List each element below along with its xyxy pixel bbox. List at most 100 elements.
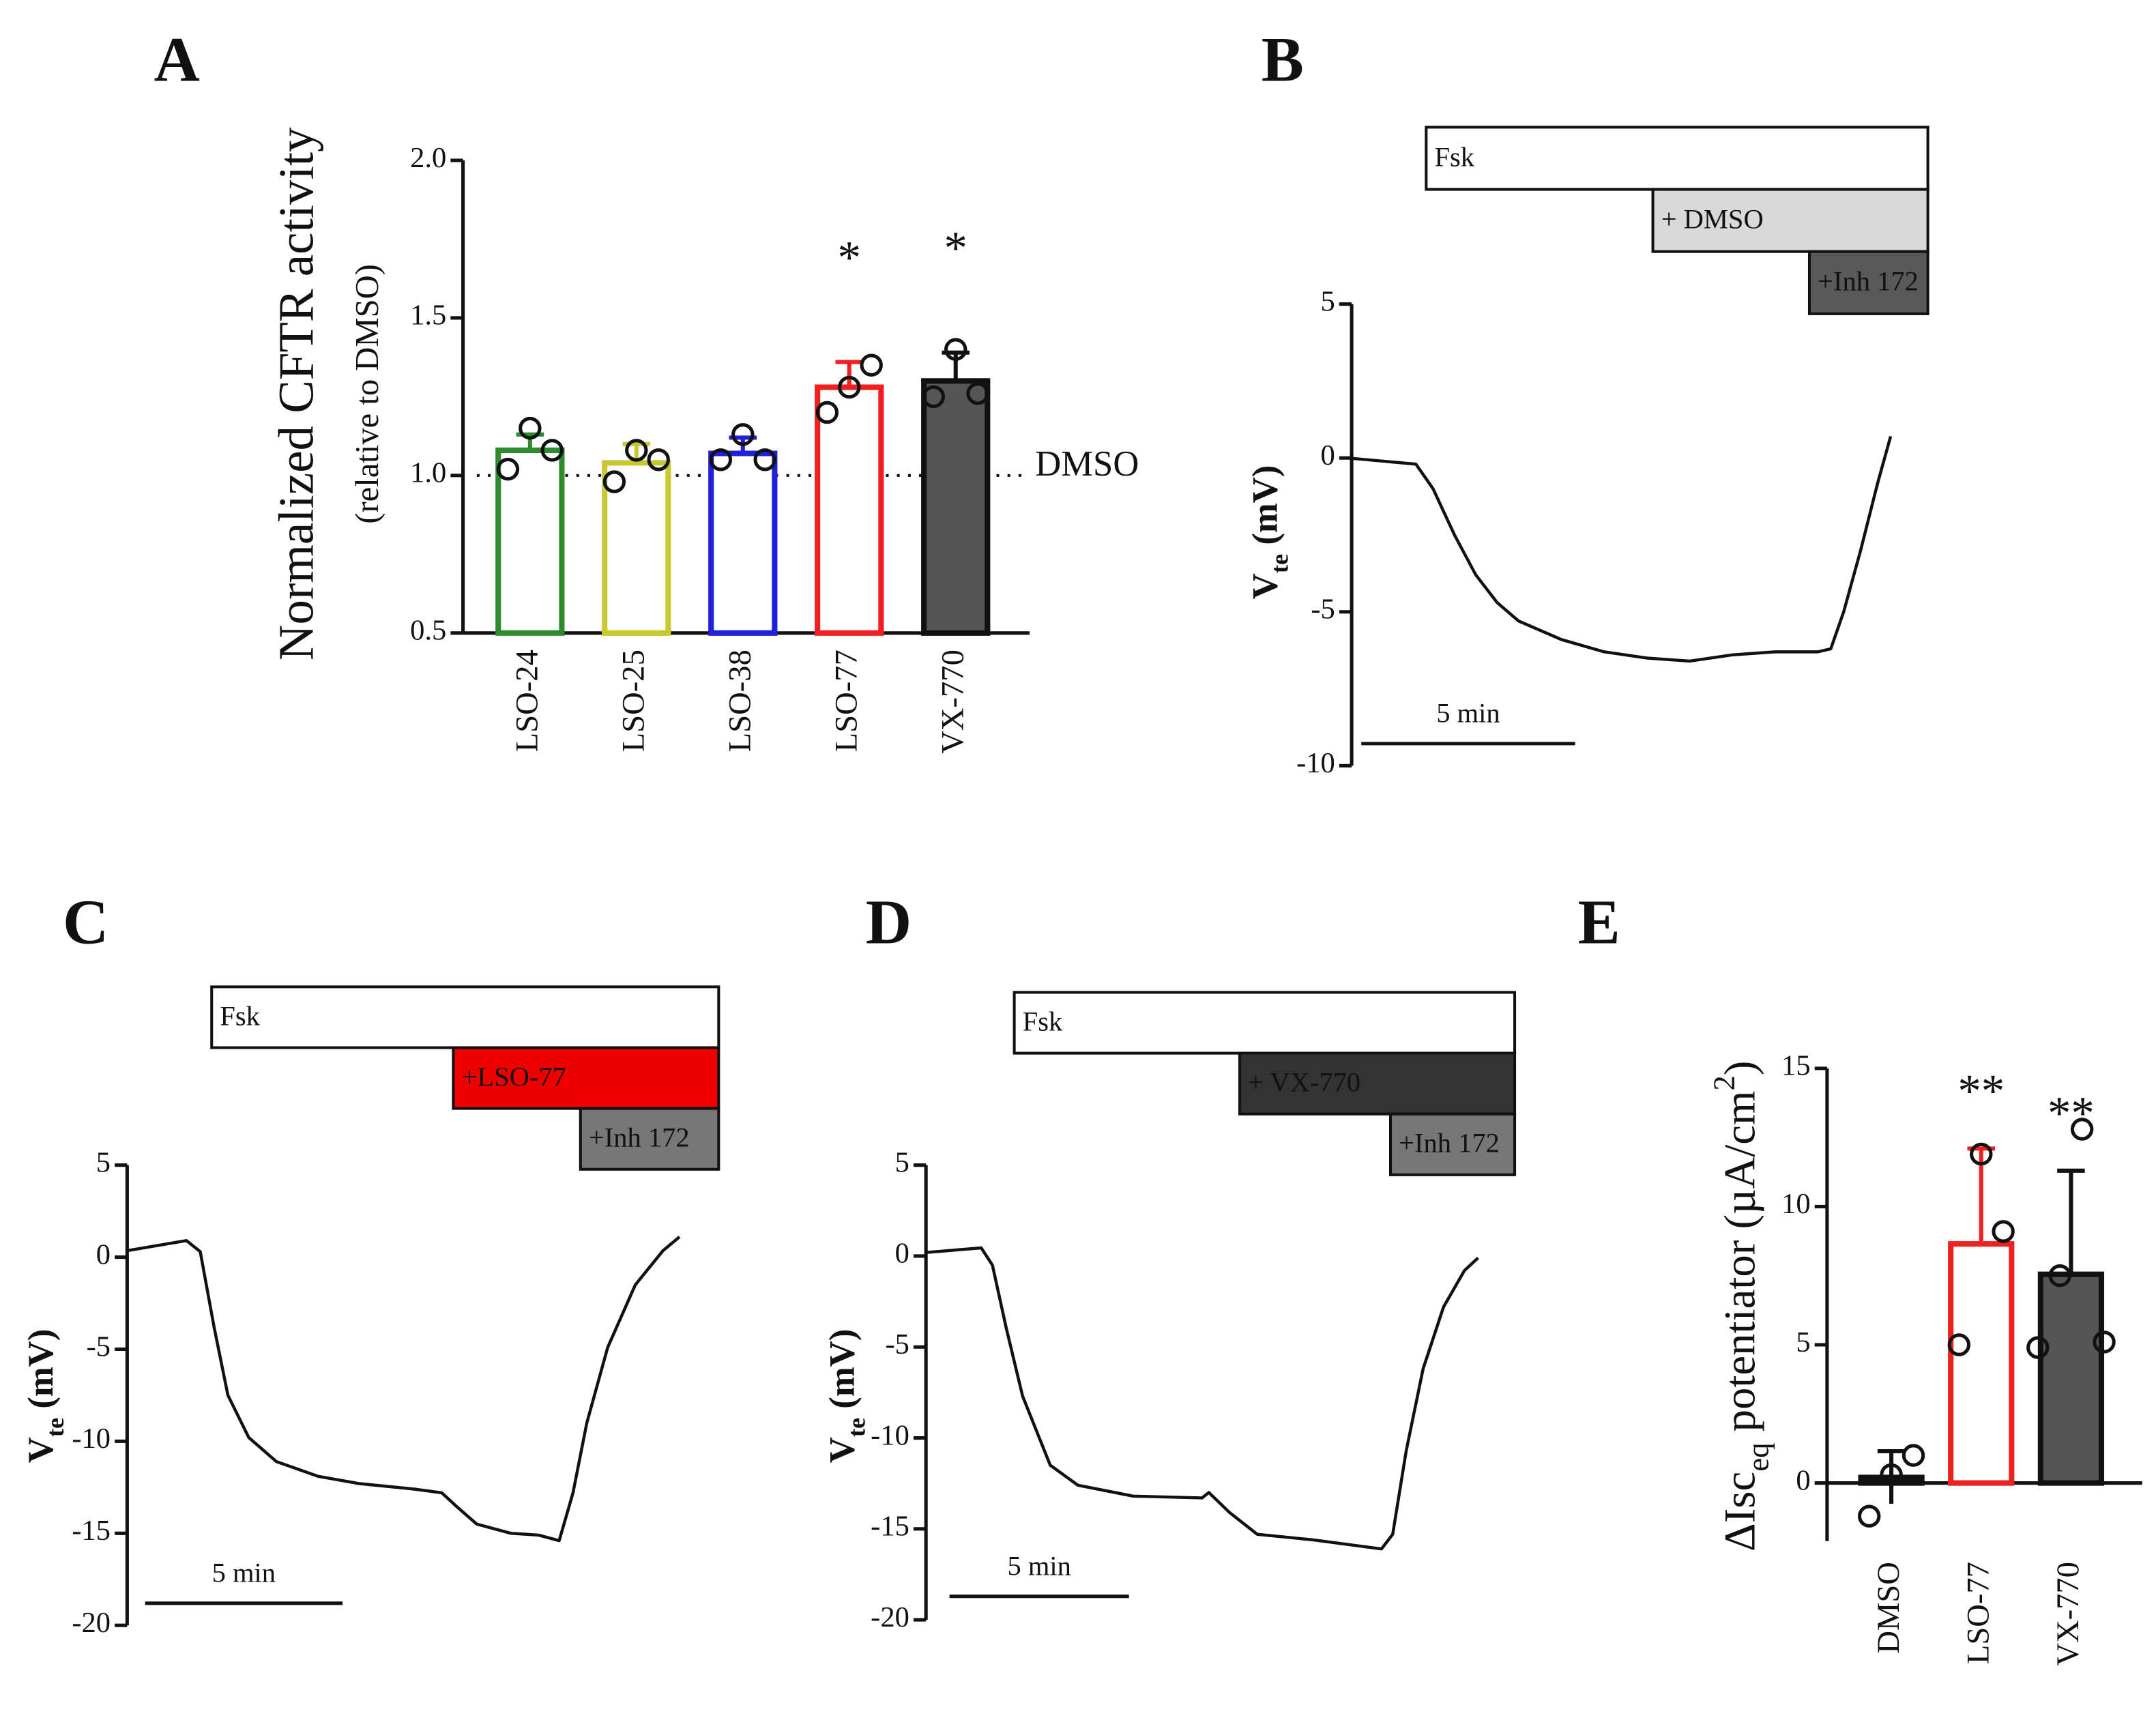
y-tick-label: 5 [895, 1146, 909, 1178]
y-tick-label: 0.5 [410, 615, 446, 647]
x-tick-label: DMSO [1871, 1562, 1906, 1654]
y-tick-label: -5 [885, 1328, 909, 1360]
y-axis-label: Vte (mV) [21, 1329, 69, 1463]
y-axis-label-part: (mV) [823, 1329, 862, 1418]
trace [1347, 435, 1893, 663]
y-axis-label-part: eq [1741, 1443, 1775, 1472]
data-point [1992, 1220, 2015, 1243]
bar [708, 450, 778, 636]
y-tick-label: -20 [72, 1607, 111, 1639]
y-tick-label: 0 [895, 1238, 909, 1270]
y-tick-label: -20 [871, 1601, 909, 1633]
treatment-bar [1425, 126, 1929, 191]
treatment-bar [210, 985, 720, 1049]
y-tick-label: 1.5 [410, 300, 446, 332]
data-point [753, 448, 776, 471]
y-axis-label: Vte (mV) [1246, 465, 1294, 599]
treatment-label: + DMSO [1661, 203, 1764, 234]
y-axis-label-part: te [1266, 554, 1294, 573]
y-axis-label-part: V [21, 1437, 61, 1463]
treatment-label: Fsk [1434, 141, 1474, 172]
data-point [731, 423, 755, 446]
x-tick-label: VX-770 [2050, 1562, 2086, 1666]
data-point [966, 382, 989, 405]
significance-mark: ** [2048, 1088, 2095, 1139]
y-tick-label: -15 [871, 1511, 909, 1543]
treatment-bar [579, 1107, 720, 1171]
data-point [1880, 1463, 1903, 1487]
data-point [602, 470, 626, 493]
data-point [1970, 1142, 1993, 1166]
bar [921, 378, 991, 636]
bar [495, 447, 565, 636]
bar [1948, 1241, 2015, 1486]
y-axis-label-part: V [1246, 573, 1285, 599]
y-tick-label: -10 [72, 1423, 111, 1455]
panel-letter: A [154, 25, 200, 96]
y-axis-label-part: (mV) [21, 1329, 61, 1418]
treatment-bar [452, 1046, 720, 1110]
y-tick-label: 5 [1796, 1326, 1810, 1358]
scale-bar-label: 5 min [1007, 1550, 1070, 1581]
data-point [1902, 1444, 1925, 1467]
treatment-label: +Inh 172 [1399, 1128, 1500, 1159]
data-point [860, 353, 883, 377]
y-tick-label: -10 [1296, 747, 1335, 779]
y-tick-label: 5 [1321, 285, 1335, 317]
data-point [1857, 1504, 1881, 1528]
treatment-label: +Inh 172 [589, 1122, 690, 1153]
data-point [2048, 1264, 2071, 1287]
y-tick-label: -5 [87, 1330, 111, 1363]
trace [925, 1246, 1479, 1551]
y-tick-label: -5 [1311, 594, 1335, 626]
data-point [1947, 1333, 1971, 1356]
data-point [496, 457, 520, 481]
y-tick-label: 10 [1781, 1188, 1811, 1220]
treatment-label: +Inh 172 [1818, 266, 1919, 297]
x-tick-label: VX-770 [935, 650, 970, 754]
data-point [815, 401, 839, 424]
x-tick-label: LSO-25 [615, 650, 651, 752]
treatment-bar [1651, 188, 1929, 253]
bar [1858, 1474, 1925, 1486]
scale-bar-label: 5 min [212, 1558, 276, 1588]
y-axis-label-part: te [843, 1418, 871, 1437]
y-axis-label: Normalized CFTR activity [268, 127, 323, 660]
y-axis-label-part: te [42, 1418, 69, 1437]
treatment-label: Fsk [1023, 1006, 1063, 1036]
x-tick-label: LSO-77 [828, 650, 864, 752]
panel-letter: B [1262, 25, 1304, 96]
significance-mark: * [838, 232, 861, 284]
y-tick-label: 15 [1781, 1050, 1811, 1082]
data-point [2070, 1118, 2094, 1141]
bar [602, 460, 671, 636]
treatment-bar [1238, 1051, 1517, 1116]
treatment-bar [1807, 250, 1929, 315]
data-point [944, 338, 967, 361]
treatment-label: + VX-770 [1248, 1066, 1360, 1097]
panel-letter: C [63, 888, 108, 958]
reference-label: DMSO [1035, 444, 1139, 484]
data-point [922, 385, 946, 409]
significance-mark: * [944, 222, 967, 274]
y-tick-label: -10 [871, 1419, 909, 1451]
bar [2037, 1271, 2105, 1486]
y-tick-label: -15 [72, 1515, 111, 1547]
y-tick-label: 0 [1796, 1464, 1810, 1496]
y-axis-label: Vte (mV) [823, 1329, 871, 1463]
panel-letter: D [866, 888, 912, 958]
y-axis-label-part: ΔIsc [1715, 1472, 1764, 1552]
y-tick-label: 5 [96, 1146, 111, 1178]
treatment-label: Fsk [220, 1000, 260, 1031]
treatment-label: +LSO-77 [462, 1061, 566, 1092]
data-point [540, 439, 564, 462]
data-point [709, 448, 733, 471]
y-axis-label-part: potentiator (µA/cm [1715, 1091, 1764, 1443]
treatment-bar [1013, 991, 1517, 1055]
y-tick-label: 0 [1321, 439, 1335, 471]
trace [126, 1236, 681, 1543]
y-axis-label-part: ) [1715, 1061, 1764, 1076]
x-tick-label: LSO-77 [1960, 1562, 1996, 1664]
significance-mark: ** [1957, 1065, 2005, 1117]
